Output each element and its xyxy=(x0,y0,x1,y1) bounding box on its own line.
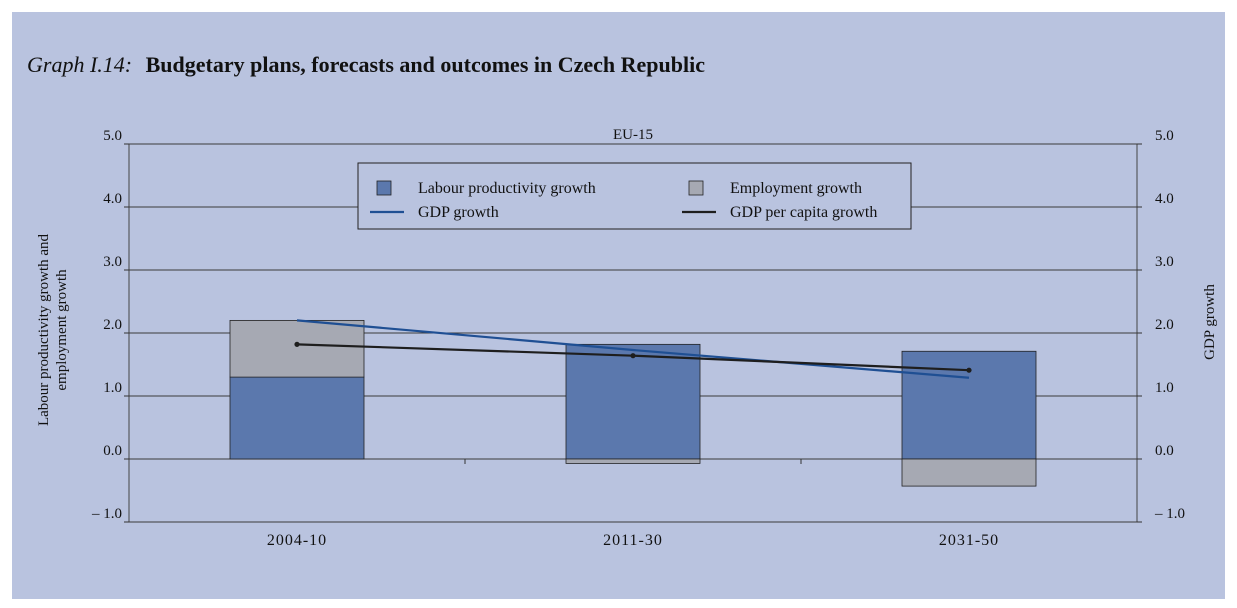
y-axis-title-left-line1: Labour productivity growth and xyxy=(36,233,52,426)
legend-gdp-per-capita-label: GDP per capita growth xyxy=(730,204,877,221)
chart-subtitle: EU-15 xyxy=(613,127,653,143)
y-axis-title-right: GDP growth xyxy=(1202,284,1218,360)
gdp-per-capita-point xyxy=(630,353,636,359)
legend-employment-label: Employment growth xyxy=(730,180,862,197)
y-tick-label-right: 4.0 xyxy=(1155,191,1174,207)
y-tick-label-left: 5.0 xyxy=(103,128,122,144)
legend-gdp-growth-label: GDP growth xyxy=(418,204,499,221)
y-tick-label-right: 0.0 xyxy=(1155,443,1174,459)
legend-productivity-label: Labour productivity growth xyxy=(418,180,596,197)
y-tick-label-left: 4.0 xyxy=(103,191,122,207)
gdp-growth-line xyxy=(296,319,970,379)
productivity-bar xyxy=(229,376,365,460)
legend-box xyxy=(357,162,912,230)
x-tick-label: 2004-10 xyxy=(267,532,327,549)
x-tick-label: 2011-30 xyxy=(603,532,663,549)
y-tick-label-left: 1.0 xyxy=(103,380,122,396)
employment-bar xyxy=(901,458,1037,487)
legend-productivity-swatch xyxy=(376,180,392,196)
y-tick-label-left: 0.0 xyxy=(103,443,122,459)
y-tick-label-left: – 1.0 xyxy=(91,506,122,522)
gdp-per-capita-point xyxy=(294,341,300,347)
x-tick-label: 2031-50 xyxy=(939,532,999,549)
legend-employment-swatch xyxy=(688,180,704,196)
graph-title: Graph I.14: Budgetary plans, forecasts a… xyxy=(27,52,705,78)
employment-bar xyxy=(229,319,365,378)
y-tick-label-left: 2.0 xyxy=(103,317,122,333)
y-axis-title-left-line2: employment growth xyxy=(54,269,70,391)
graph-number: Graph I.14: xyxy=(27,52,133,77)
y-tick-label-right: – 1.0 xyxy=(1154,506,1185,522)
graph-title-text: Budgetary plans, forecasts and outcomes … xyxy=(145,52,705,77)
employment-bar xyxy=(565,458,701,464)
y-tick-label-right: 2.0 xyxy=(1155,317,1174,333)
productivity-bar xyxy=(565,343,701,460)
y-tick-label-right: 5.0 xyxy=(1155,128,1174,144)
y-tick-label-left: 3.0 xyxy=(103,254,122,270)
chart-panel xyxy=(12,12,1225,599)
gdp-per-capita-point xyxy=(966,367,972,373)
y-tick-label-right: 1.0 xyxy=(1155,380,1174,396)
y-tick-label-right: 3.0 xyxy=(1155,254,1174,270)
